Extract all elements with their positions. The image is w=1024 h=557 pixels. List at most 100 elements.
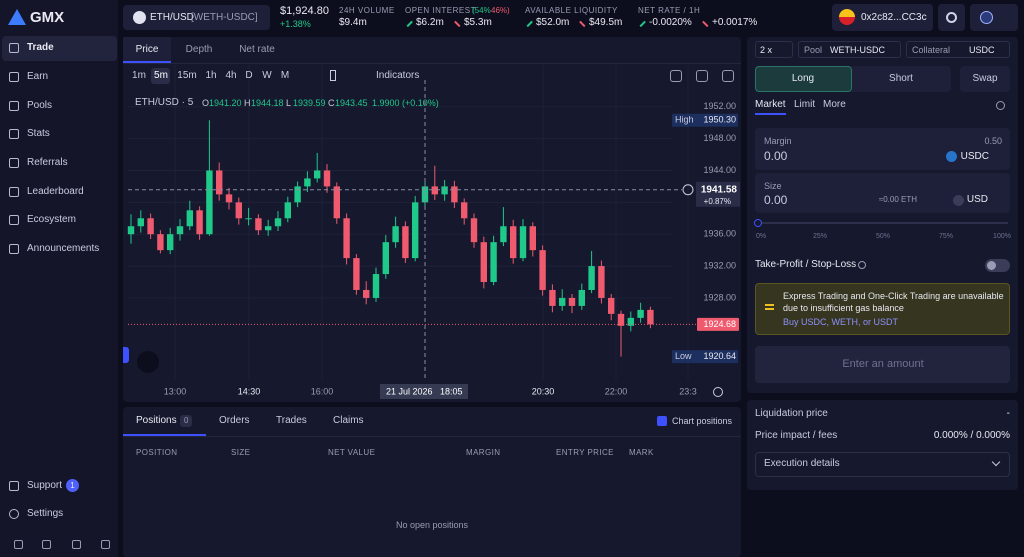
footer-icon[interactable] (101, 540, 110, 549)
tpsl-info (858, 261, 866, 269)
candle-body (637, 309, 644, 318)
tab-active (123, 37, 171, 63)
stat-value: $49.5m (589, 17, 623, 28)
liq-value: - (1006, 408, 1010, 419)
interval[interactable]: 1m (132, 70, 146, 81)
order-type[interactable]: Market (755, 99, 786, 110)
leverage: 2 x (760, 45, 773, 55)
chart-tab[interactable]: Depth (185, 44, 213, 55)
positions-tab[interactable]: Trades (276, 415, 307, 426)
collateral-box[interactable] (906, 41, 1010, 58)
checkbox[interactable] (657, 416, 667, 426)
positions-tab[interactable]: Positions (136, 415, 177, 426)
footer-icon[interactable] (72, 540, 81, 549)
size-input: 0.00 (764, 193, 788, 207)
positions-divider (123, 436, 741, 437)
nav-item[interactable]: Earn (27, 71, 49, 82)
candle-body (127, 226, 135, 235)
interval[interactable]: 5m (154, 70, 168, 81)
side-swap[interactable]: Swap (972, 73, 998, 84)
margin-token[interactable]: USDC (960, 151, 989, 162)
leverage-box[interactable] (755, 41, 793, 58)
logo-icon (8, 9, 26, 25)
candle-body (353, 258, 360, 290)
long-active[interactable] (755, 66, 852, 92)
footer-icon[interactable] (42, 540, 51, 549)
nav-item[interactable]: Settings (27, 508, 64, 519)
margin-box[interactable] (755, 128, 1010, 170)
candle-body (265, 226, 272, 231)
nav-icon (9, 129, 19, 139)
settings-icon (9, 509, 19, 519)
market-selector[interactable] (123, 5, 270, 30)
nav-item[interactable]: Ecosystem (27, 214, 76, 225)
interval[interactable]: W (262, 70, 272, 81)
candle-body (323, 170, 331, 187)
candle-body (392, 226, 399, 243)
positions-tab[interactable]: Claims (333, 415, 364, 426)
interval[interactable]: M (280, 70, 290, 81)
nav-item[interactable]: Support (27, 480, 63, 491)
nav-item[interactable]: Trade (27, 42, 54, 53)
candle-body (431, 186, 438, 195)
size-label: Size (764, 181, 782, 191)
nav-item[interactable]: Referrals (27, 157, 68, 168)
candle-body (402, 226, 409, 259)
tpsl-knob (987, 261, 996, 270)
toolbar-icon[interactable] (722, 70, 734, 82)
size-approx: ≈0.00 ETH (878, 195, 917, 204)
order-type[interactable]: Limit (794, 99, 816, 110)
order-type[interactable]: More (823, 99, 846, 110)
side-long[interactable]: Long (791, 73, 815, 84)
chart-tab[interactable]: Price (135, 44, 159, 55)
sidebar (0, 0, 118, 557)
candle-body (304, 178, 311, 187)
usd-icon (953, 195, 964, 206)
interval-active (151, 68, 170, 84)
interval[interactable]: D (245, 70, 253, 81)
nav-item[interactable]: Pools (27, 100, 53, 111)
support-icon (9, 481, 19, 491)
network-button[interactable] (970, 4, 1018, 31)
interval[interactable]: 15m (177, 70, 197, 81)
positions-tab[interactable]: Orders (219, 415, 250, 426)
indicators-button[interactable]: Indicators (376, 70, 420, 81)
interval[interactable]: 4h (225, 70, 237, 81)
side-short[interactable]: Short (889, 73, 913, 84)
swap-button[interactable] (960, 66, 1010, 92)
nav-item[interactable]: Announcements (27, 243, 100, 254)
candle-body (274, 218, 282, 227)
toolbar-icon[interactable] (670, 70, 682, 82)
candle-body (549, 289, 556, 306)
warning-link[interactable]: Buy USDC, WETH, or USDT (783, 317, 899, 327)
chart-tab[interactable]: Net rate (239, 44, 275, 55)
nav-icon (9, 215, 19, 225)
size-box[interactable] (755, 173, 1010, 213)
y-tick-label: 1948.00 (703, 133, 736, 143)
slider-thumb[interactable] (754, 219, 762, 227)
y-tick-label: 1932.00 (703, 260, 736, 270)
crosshair-change: +0.87% (704, 197, 731, 206)
price-chart: 13:00 14:30 16:00 20:30 22:00 23:3 1952.00 1948… (127, 65, 740, 399)
footer-icon[interactable] (14, 540, 23, 549)
arrow-down (702, 20, 709, 27)
nav-icon (9, 158, 19, 168)
toolbar-icon[interactable] (696, 70, 708, 82)
candle-body (559, 297, 566, 306)
stat-value: $52.0m (536, 17, 570, 28)
stat-value: $5.3m (464, 17, 492, 28)
chart-panel (123, 37, 741, 402)
submit-button[interactable] (755, 346, 1010, 383)
nav-item[interactable]: Stats (27, 128, 50, 139)
size-token[interactable]: USD (966, 194, 988, 205)
pool-box[interactable] (798, 41, 901, 58)
interval[interactable]: 1h (205, 70, 217, 81)
nav-icon (9, 43, 19, 53)
impact-value: 0.000% / 0.000% (933, 430, 1010, 441)
candle-body (608, 297, 615, 314)
crosshair-price-box (696, 181, 740, 207)
legend-symbol: ETH/USD · 5 (135, 97, 194, 108)
nav-item[interactable]: Leaderboard (27, 186, 84, 197)
execution-box[interactable] (755, 452, 1010, 477)
badge: 1 (66, 479, 79, 492)
